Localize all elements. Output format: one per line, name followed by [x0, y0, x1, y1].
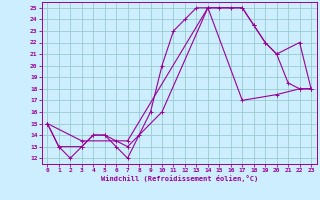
- X-axis label: Windchill (Refroidissement éolien,°C): Windchill (Refroidissement éolien,°C): [100, 175, 258, 182]
